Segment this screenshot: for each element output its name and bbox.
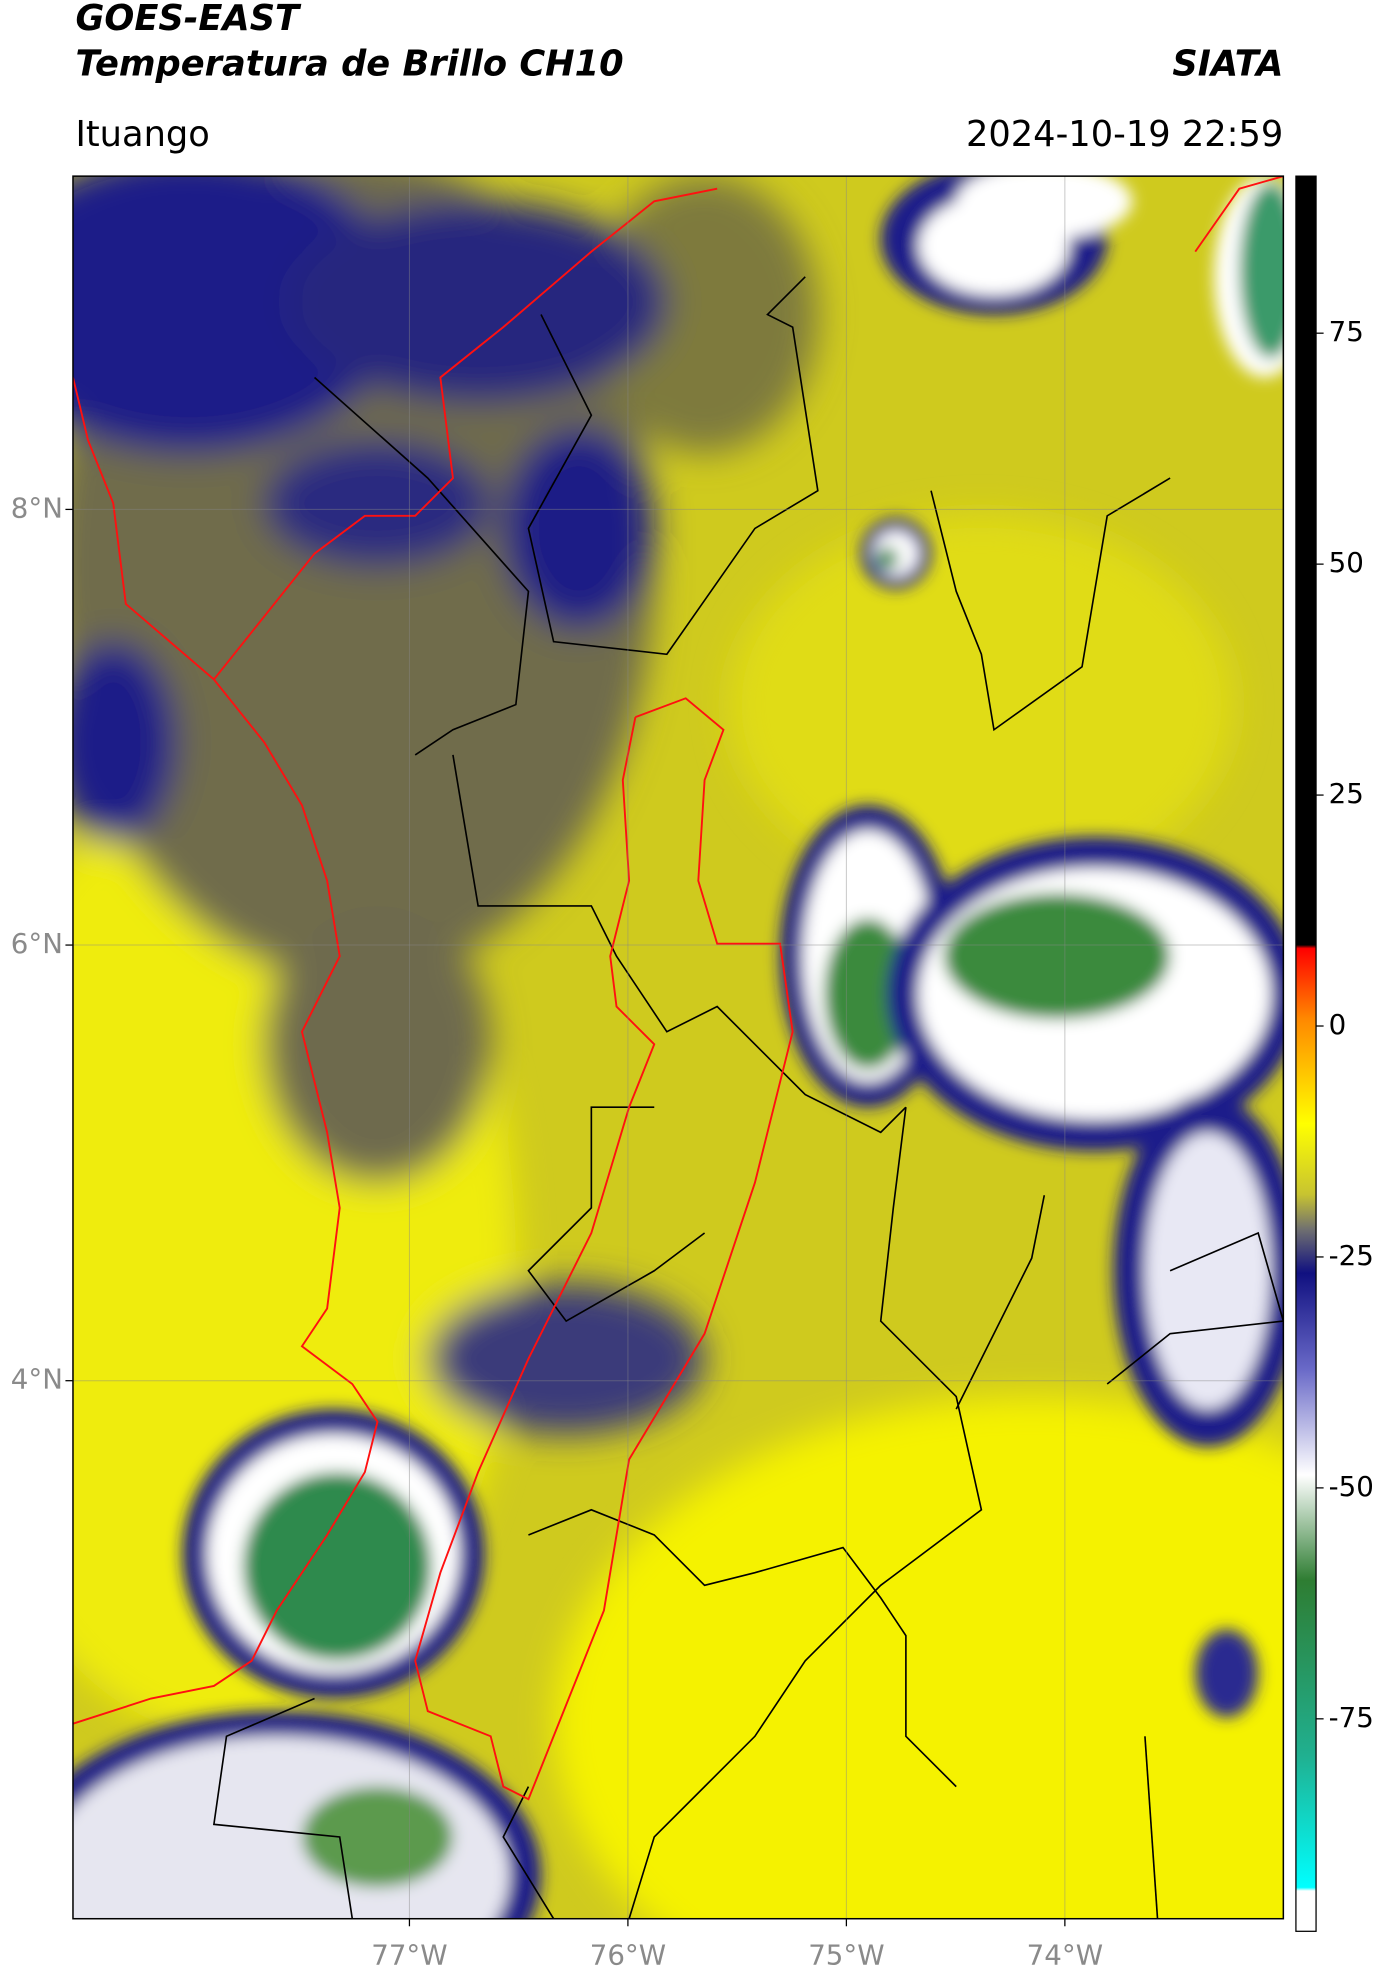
- x-tick-label: 76°W: [590, 1938, 666, 1971]
- title: GOES-EAST: [75, 0, 302, 39]
- timestamp: 2024-10-19 22:59: [966, 114, 1283, 155]
- x-tick-label: 77°W: [371, 1938, 447, 1971]
- colorbar-label: 75: [1329, 315, 1364, 348]
- colorbar-label: -50: [1329, 1470, 1374, 1503]
- brand: SIATA: [1172, 43, 1283, 84]
- colorbar-label: 0: [1329, 1008, 1347, 1041]
- colorbar-label: 50: [1329, 546, 1364, 579]
- subtitle: Temperatura de Brillo CH10: [75, 43, 623, 84]
- satellite-image: [72, 176, 1284, 1919]
- colorbar-label: 25: [1329, 777, 1364, 810]
- grid: [72, 176, 1284, 1919]
- x-tick-label: 75°W: [808, 1938, 884, 1971]
- y-tick-label: 4°N: [11, 1363, 63, 1396]
- y-tick-label: 6°N: [11, 927, 63, 960]
- colorbar: [1295, 175, 1317, 1932]
- map-frame: [72, 175, 1285, 1920]
- x-tick-label: 74°W: [1027, 1938, 1103, 1971]
- region: Ituango: [75, 114, 209, 155]
- y-tick-label: 8°N: [11, 491, 63, 524]
- colorbar-label: -75: [1329, 1701, 1374, 1734]
- colorbar-label: -25: [1329, 1239, 1374, 1272]
